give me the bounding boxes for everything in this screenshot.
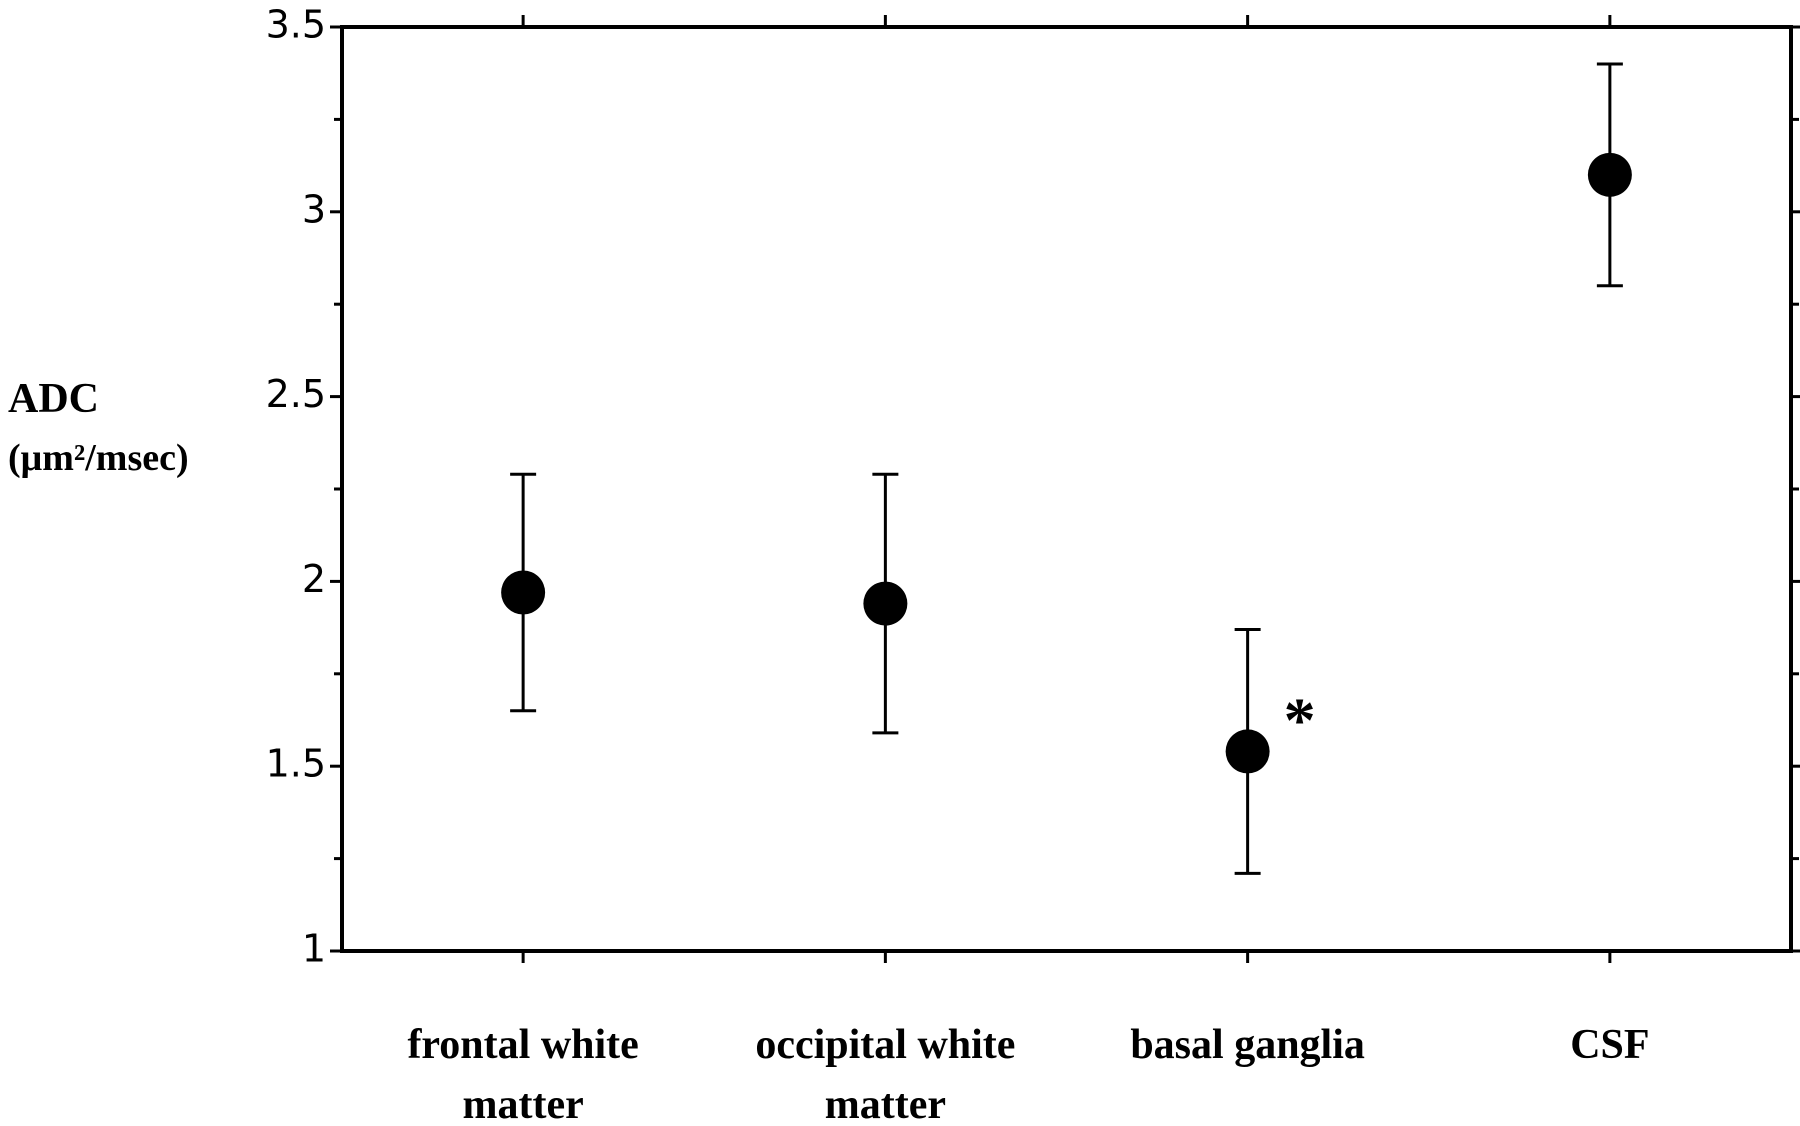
y-tick-label: 3: [302, 187, 326, 231]
y-tick-label: 3.5: [266, 3, 326, 47]
y-tick-label: 1.5: [266, 742, 326, 786]
y-axis-label: ADC: [8, 376, 99, 422]
x-tick-label: CSF: [1570, 1022, 1649, 1068]
y-tick-label: 1: [302, 927, 326, 971]
y-tick-label: 2.5: [266, 372, 326, 416]
annotation: *: [1284, 684, 1316, 755]
x-tick-label: frontal white matter: [407, 1022, 638, 1126]
point: [863, 581, 908, 626]
y-tick-label: 2: [302, 557, 326, 601]
x-tick-label: occipital white matter: [755, 1022, 1015, 1126]
x-tick-label: basal ganglia: [1130, 1022, 1365, 1068]
point: [1225, 729, 1270, 774]
point: [501, 570, 546, 615]
y-axis-label: (μm²/msec): [8, 437, 189, 479]
plot-frame: [340, 25, 1793, 953]
point: [1587, 152, 1632, 197]
